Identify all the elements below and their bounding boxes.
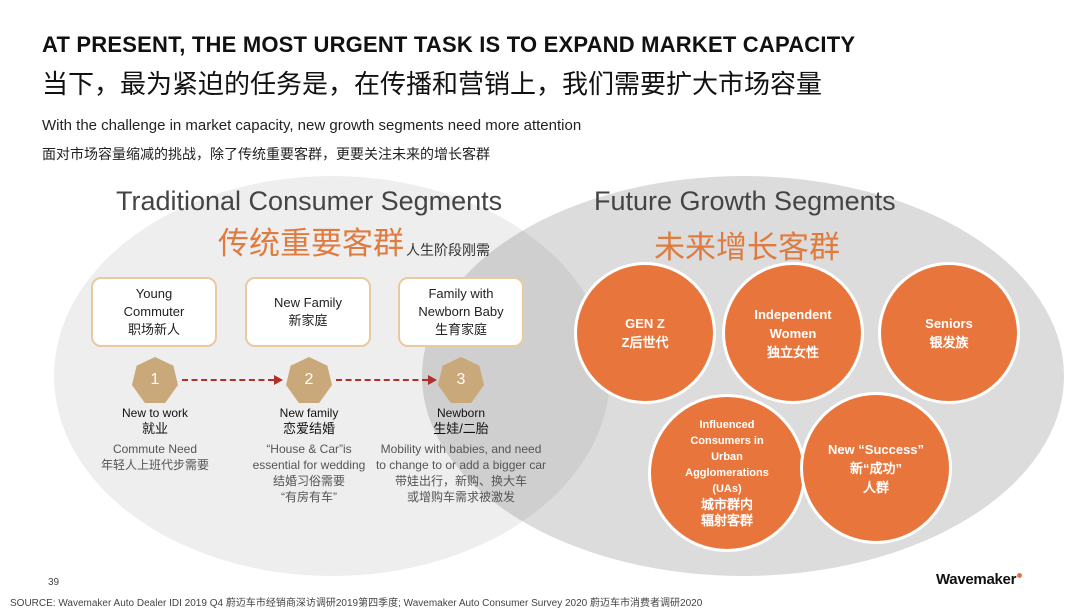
stage-desc: 或增购车需求被激发 [406,490,515,504]
stage-desc: Commute Need [112,442,198,456]
circle-label: Consumers in [690,435,764,447]
segment-young-commuter: Young Commuter 职场新人 [91,277,217,347]
stage-title: New family [279,406,339,420]
segment-new-success: New “Success” 新“成功” 人群 [800,392,952,544]
stage-badge-1: 1 [132,357,178,403]
stage-title: New to work [121,406,189,420]
segment-label: Commuter [123,304,185,319]
circle-label-cn: 辐射客群 [700,513,753,528]
segment-urban-agglomerations: Influenced Consumers in Urban Agglomerat… [648,394,806,552]
stage-desc: 年轻人上班代步需要 [100,458,209,472]
stage-title-cn: 生娃/二胎 [433,421,489,436]
segment-label-cn: 新家庭 [288,313,328,328]
stage-badge-3: 3 [438,357,484,403]
page-title: AT PRESENT, THE MOST URGENT TASK IS TO E… [42,32,856,57]
stage-desc: “有房有车” [281,490,337,504]
segment-label-cn: 职场新人 [127,322,180,337]
progress-arrow-line [182,379,274,381]
circle-label: Women [769,325,817,341]
segment-label-cn: 生育家庭 [434,322,487,337]
page-subtitle-cn: 面对市场容量缩减的挑战，除了传统重要客群，更要关注未来的增长客群 [42,146,490,162]
stage-desc: to change to or add a bigger car [375,458,547,472]
circle-label: New “Success” [827,441,925,457]
circle-label: Independent [754,306,832,322]
stage-description-1: New to work 就业 Commute Need 年轻人上班代步需要 [60,405,250,473]
stage-title: Newborn [436,406,486,420]
traditional-title: Traditional Consumer Segments [116,186,503,216]
future-title: Future Growth Segments [594,186,896,216]
stage-description-3: Newborn 生娃/二胎 Mobility with babies, and … [366,405,556,505]
circle-label-cn: 独立女性 [766,344,819,360]
stage-desc: 结婚习俗需要 [272,474,345,488]
segment-seniors: Seniors 银发族 [878,262,1020,404]
circle-label-cn: 人群 [862,479,889,495]
future-title-cn: 未来增长客群 [654,230,840,265]
logo-dot-icon [1017,573,1023,578]
stage-desc: 带娃出行，新购、换大车 [394,474,527,488]
source-note: SOURCE: Wavemaker Auto Dealer IDI 2019 Q… [10,598,703,609]
circle-label-cn: Z后世代 [621,335,669,350]
circle-label: (UAs) [712,483,742,495]
circle-label-cn: 新“成功” [849,460,902,476]
circle-label: Influenced [699,419,755,431]
circle-label-cn: 银发族 [929,335,969,350]
stage-description-2: New family 恋爱结婚 “House & Car”is essentia… [214,405,404,505]
segment-label: Family with [428,286,494,301]
arrow-head-icon [428,375,437,385]
page-title-cn: 当下，最为紧迫的任务是，在传播和营销上，我们需要扩大市场容量 [42,69,823,99]
circle-label: Seniors [925,316,973,331]
logo-text: Wavemaker [936,571,1017,588]
stage-title-cn: 就业 [141,421,168,436]
page-number: 39 [48,577,60,588]
segment-label: Newborn Baby [418,304,504,319]
traditional-subtitle-cn: 人生阶段刚需 [406,242,490,258]
progress-arrow-line [336,379,428,381]
segment-label: Young [135,286,173,301]
stage-title-cn: 恋爱结婚 [282,421,335,436]
stage-desc: essential for wedding [252,458,366,472]
segment-label: New Family [274,295,342,310]
stage-badge-2: 2 [286,357,332,403]
traditional-title-cn: 传统重要客群 [218,226,404,261]
segment-newborn-family: Family with Newborn Baby 生育家庭 [398,277,524,347]
wavemaker-logo: Wavemaker [936,571,1023,588]
segment-gen-z: GEN Z Z后世代 [574,262,716,404]
circle-label-cn: 城市群内 [700,497,753,512]
stage-desc: “House & Car”is [266,442,352,456]
circle-label: Agglomerations [685,467,769,479]
page-subtitle: With the challenge in market capacity, n… [42,117,582,134]
stage-desc: Mobility with babies, and need [380,442,542,456]
segment-new-family: New Family 新家庭 [245,277,371,347]
circle-label: GEN Z [625,316,665,331]
arrow-head-icon [274,375,283,385]
circle-label: Urban [711,451,743,463]
segment-independent-women: Independent Women 独立女性 [722,262,864,404]
